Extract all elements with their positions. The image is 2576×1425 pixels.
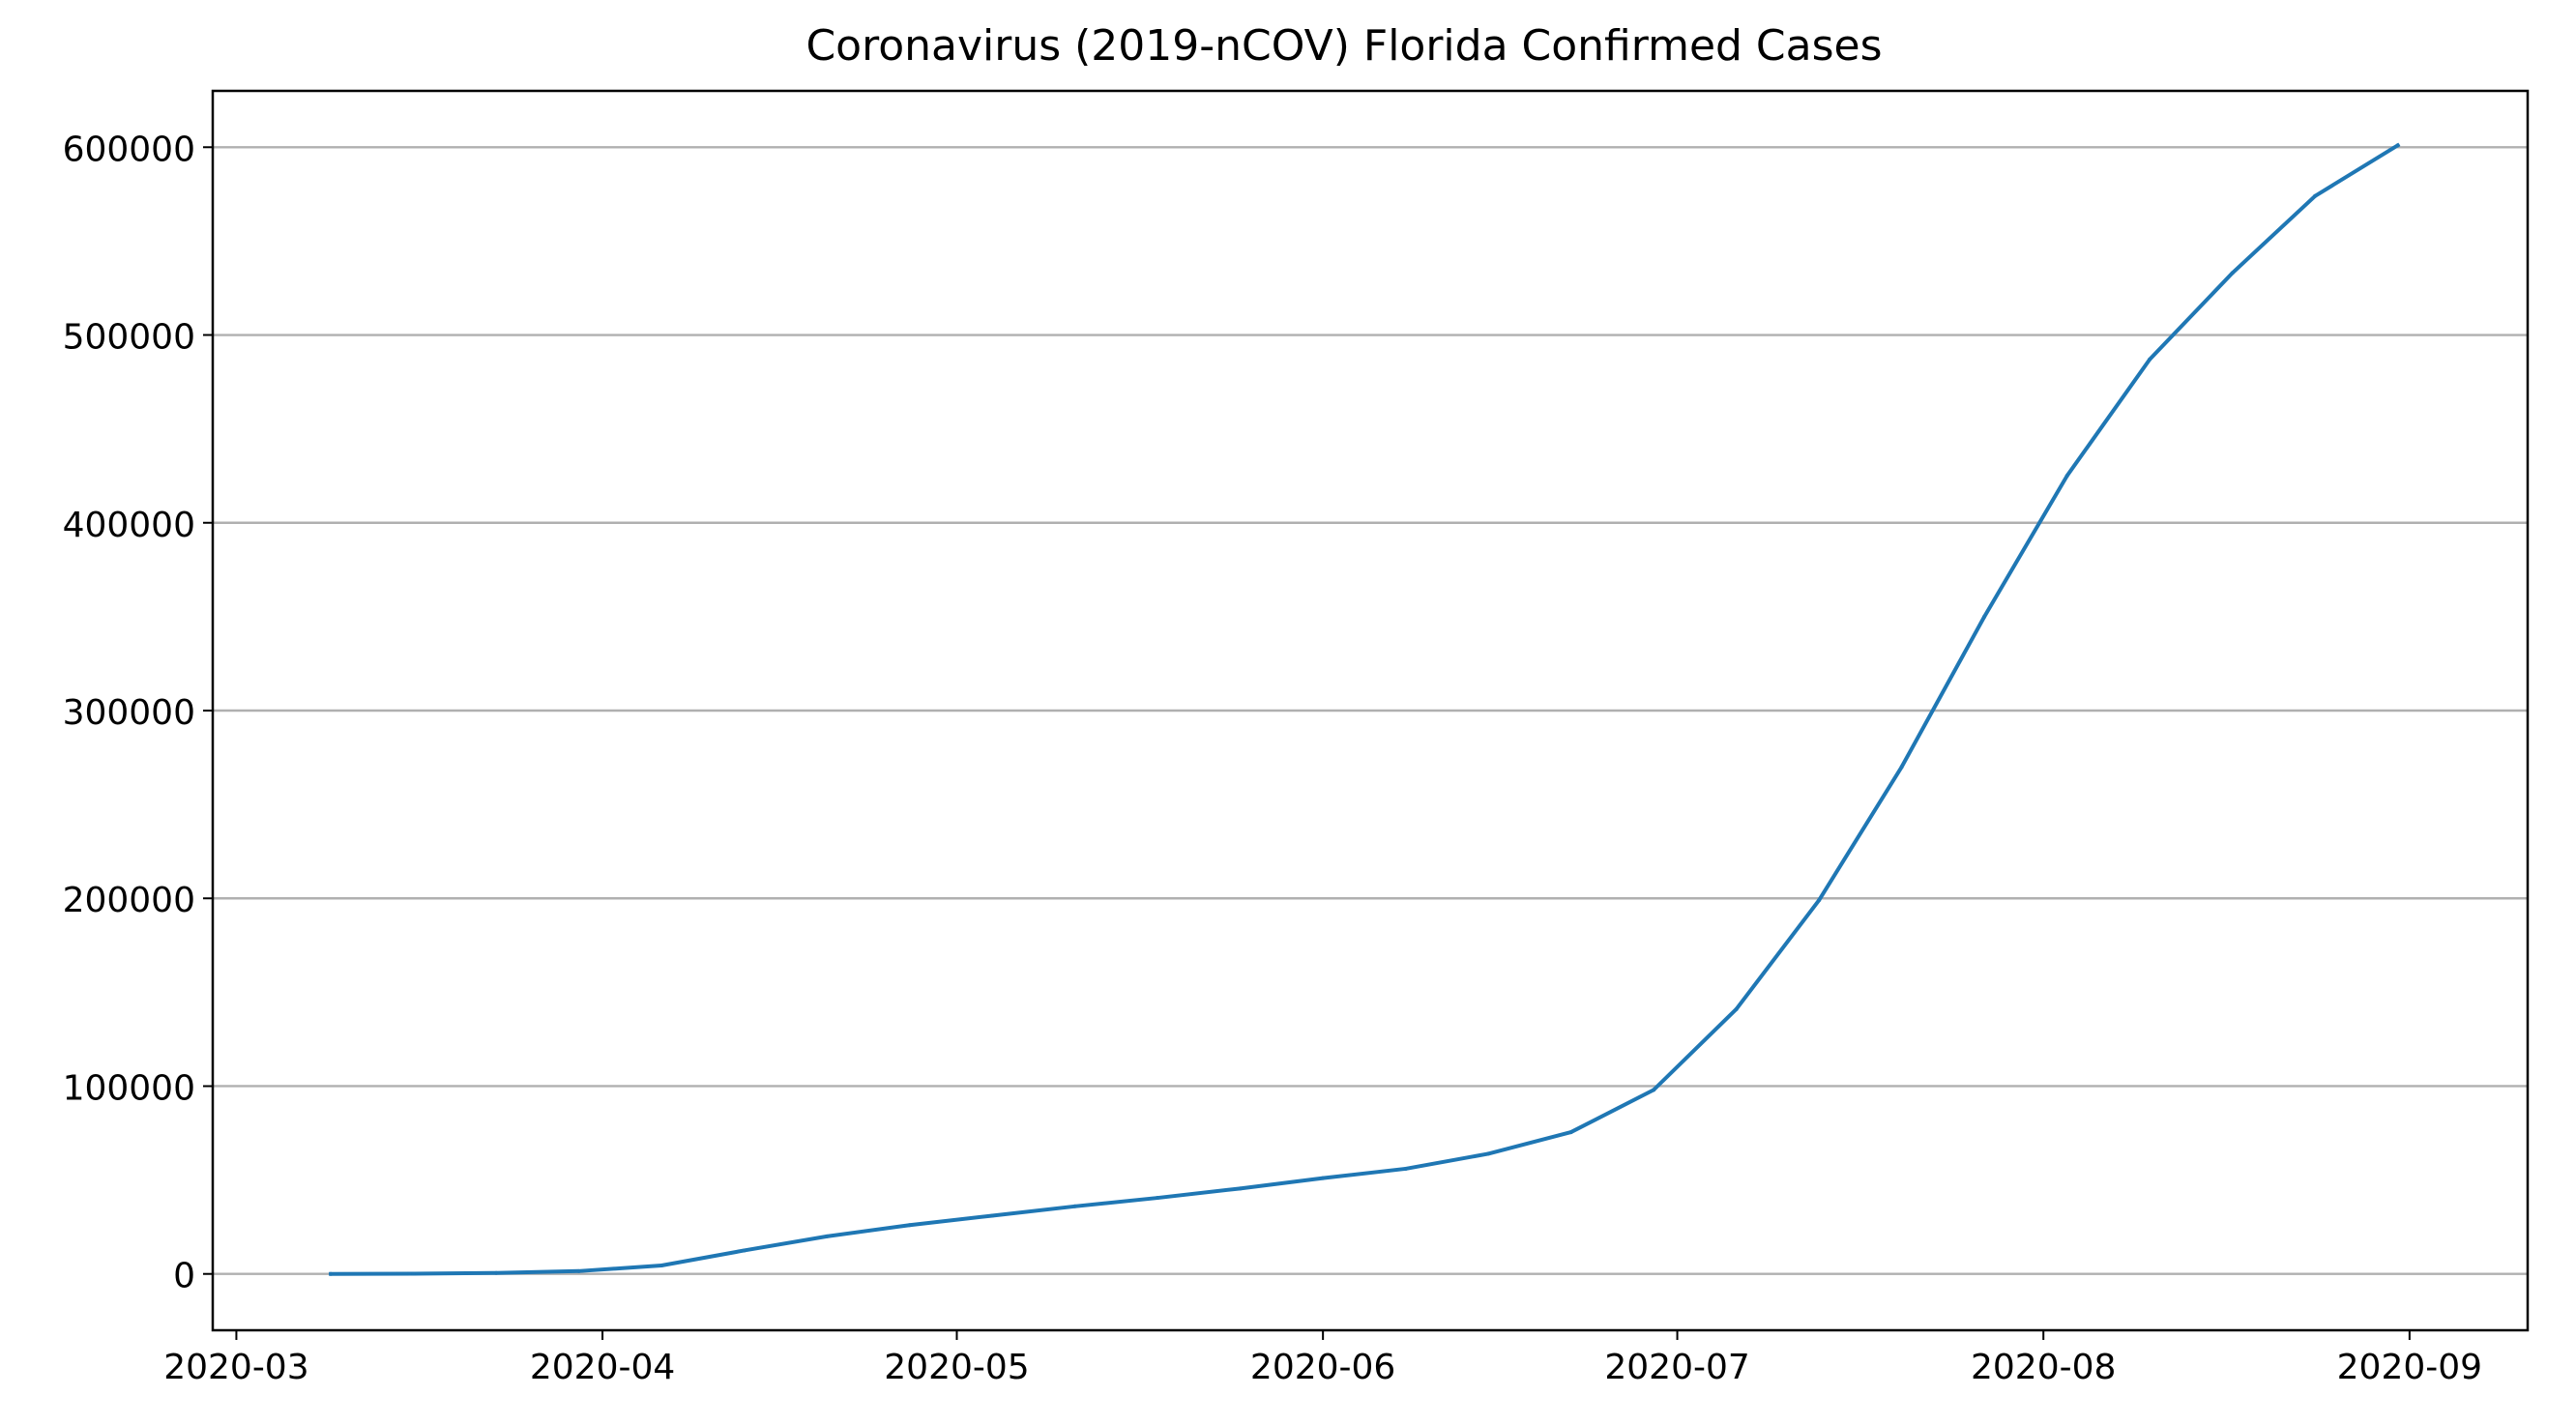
data-point: [1486, 1151, 1491, 1156]
data-point: [907, 1223, 912, 1228]
y-tick-label: 100000: [63, 1068, 195, 1108]
y-tick-label: 500000: [63, 318, 195, 358]
data-point: [576, 1268, 581, 1273]
data-point: [1982, 614, 1987, 619]
data-point: [1403, 1166, 1408, 1171]
y-tick-label: 200000: [63, 881, 195, 920]
x-tick-label: 2020-03: [163, 1348, 308, 1387]
data-point: [2313, 193, 2318, 198]
data-point: [1652, 1088, 1656, 1092]
data-point: [2064, 474, 2069, 479]
data-point: [494, 1270, 499, 1275]
data-point: [2395, 143, 2400, 148]
data-point: [1568, 1130, 1573, 1135]
data-point: [1072, 1204, 1077, 1208]
data-point: [329, 1271, 334, 1276]
x-tick-label: 2020-08: [1971, 1348, 2116, 1387]
x-tick-label: 2020-07: [1604, 1348, 1749, 1387]
x-tick-label: 2020-06: [1250, 1348, 1395, 1387]
y-tick-label: 300000: [63, 693, 195, 733]
series-layer: [329, 142, 2401, 1276]
y-gridlines: [213, 146, 2528, 1275]
data-point: [1899, 765, 1904, 770]
x-tick-label: 2020-05: [884, 1348, 1029, 1387]
y-axis: 0 100000 200000 300000 400000 500000 600000: [63, 130, 213, 1296]
data-point: [1817, 898, 1822, 903]
x-tick-label: 2020-09: [2337, 1348, 2482, 1387]
data-point: [659, 1263, 664, 1267]
series-line: [329, 142, 2401, 1276]
x-tick-label: 2020-04: [530, 1348, 675, 1387]
data-point: [1734, 1006, 1739, 1011]
y-tick-label: 600000: [63, 130, 195, 169]
chart-title: Coronavirus (2019-nCOV) Florida Confirme…: [805, 21, 1882, 71]
data-point: [1238, 1186, 1243, 1191]
data-point: [2230, 271, 2235, 276]
data-point: [742, 1248, 746, 1253]
x-axis: 2020-03 2020-04 2020-05 2020-06 2020-07 2020-…: [163, 1330, 2482, 1387]
data-point: [990, 1213, 995, 1218]
y-tick-label: 400000: [63, 506, 195, 545]
data-point: [1156, 1196, 1160, 1201]
data-point: [825, 1234, 830, 1238]
data-point: [411, 1271, 416, 1276]
y-tick-label: 0: [173, 1257, 195, 1296]
data-point: [2148, 357, 2152, 362]
series-0: [329, 142, 2401, 1276]
data-point: [1321, 1176, 1326, 1180]
